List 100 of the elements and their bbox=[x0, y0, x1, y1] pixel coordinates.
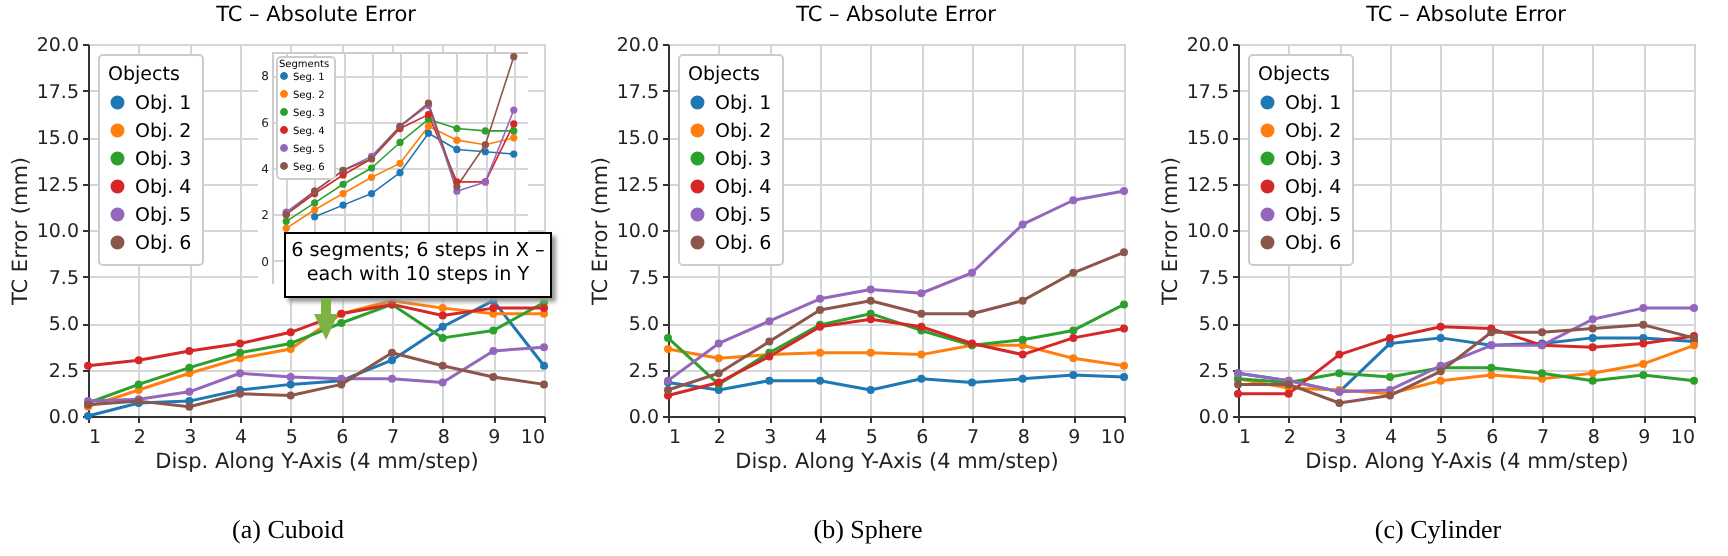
point bbox=[1018, 374, 1027, 383]
point bbox=[1284, 389, 1293, 398]
y-tick-label: 12.5 bbox=[616, 174, 659, 197]
point bbox=[510, 127, 518, 135]
point bbox=[396, 169, 404, 177]
x-tick-label: 1 bbox=[1239, 427, 1252, 449]
point bbox=[84, 361, 92, 370]
point bbox=[1120, 324, 1128, 333]
point bbox=[311, 199, 319, 207]
point bbox=[489, 326, 498, 335]
y-tick-label: 10.0 bbox=[616, 221, 659, 243]
point bbox=[286, 339, 295, 348]
y-tick-label: 7.5 bbox=[48, 267, 79, 290]
x-axis-title: Disp. Along Y-Axis (4 mm/step) bbox=[1305, 450, 1629, 474]
x-tick-label: 6 bbox=[1486, 427, 1499, 449]
point bbox=[185, 346, 194, 355]
legend-label: Obj. 1 bbox=[1285, 92, 1342, 115]
y-tick-label: 17.5 bbox=[36, 81, 79, 104]
point bbox=[510, 120, 518, 128]
legend-label: Obj. 5 bbox=[715, 204, 772, 227]
point bbox=[396, 159, 404, 167]
point bbox=[917, 309, 926, 318]
x-tick-label: 7 bbox=[1536, 427, 1550, 449]
point bbox=[185, 363, 194, 372]
point bbox=[1069, 354, 1078, 363]
y-tick-label: 12.5 bbox=[1186, 174, 1229, 197]
point bbox=[134, 380, 143, 389]
point bbox=[337, 319, 346, 327]
x-axis-title: Disp. Along Y-Axis (4 mm/step) bbox=[735, 450, 1059, 474]
point bbox=[968, 378, 976, 387]
point bbox=[917, 289, 926, 298]
x-tick-label: 2 bbox=[133, 427, 146, 449]
y-tick-label: 5.0 bbox=[628, 314, 659, 336]
point bbox=[714, 369, 723, 378]
point bbox=[286, 328, 295, 337]
point bbox=[438, 304, 447, 313]
point bbox=[396, 138, 404, 147]
y-tick-label: 20.0 bbox=[36, 35, 79, 57]
point bbox=[286, 372, 295, 381]
x-tick-label: 9 bbox=[1068, 427, 1081, 449]
point bbox=[438, 311, 447, 320]
point bbox=[866, 315, 875, 324]
legend-label: Obj. 4 bbox=[715, 176, 772, 199]
point bbox=[765, 376, 774, 385]
legend-title: Objects bbox=[108, 64, 180, 86]
point bbox=[1538, 328, 1546, 337]
point bbox=[367, 189, 376, 198]
legend-title: Objects bbox=[688, 64, 760, 86]
legend-label: Obj. 5 bbox=[1285, 204, 1342, 227]
point bbox=[453, 124, 461, 133]
point bbox=[311, 206, 319, 214]
point bbox=[1234, 380, 1242, 389]
point bbox=[1487, 371, 1496, 380]
y-tick-label: 2.5 bbox=[1198, 360, 1229, 383]
x-tick-label: 1 bbox=[89, 427, 102, 449]
x-tick-label: 8 bbox=[1017, 427, 1030, 449]
point bbox=[714, 339, 723, 348]
point bbox=[453, 182, 461, 191]
point bbox=[968, 309, 976, 318]
point bbox=[1639, 320, 1648, 329]
x-tick-label: 2 bbox=[713, 427, 726, 449]
point bbox=[481, 127, 489, 135]
y-tick-label: 5.0 bbox=[48, 314, 79, 336]
point bbox=[1639, 339, 1648, 348]
point bbox=[282, 217, 290, 225]
point bbox=[286, 380, 295, 389]
x-tick-label: 7 bbox=[966, 427, 980, 449]
x-tick-label: 10 bbox=[1670, 427, 1695, 449]
point bbox=[236, 348, 244, 357]
text: (a) Cuboid bbox=[230, 514, 346, 546]
y-tick-label: 10.0 bbox=[36, 221, 79, 243]
point bbox=[1639, 359, 1648, 368]
x-axis-title: Disp. Along Y-Axis (4 mm/step) bbox=[155, 450, 479, 474]
point bbox=[1588, 315, 1597, 324]
point bbox=[866, 385, 875, 394]
point bbox=[489, 346, 498, 355]
x-tick-label: 4 bbox=[814, 427, 828, 449]
point bbox=[714, 354, 723, 363]
point bbox=[664, 385, 672, 394]
y-axis-title: TC Error (mm) bbox=[588, 156, 613, 308]
point bbox=[286, 391, 295, 400]
x-tick-label: 4 bbox=[1384, 427, 1398, 449]
y-tick-label: 0.0 bbox=[628, 407, 659, 429]
point bbox=[438, 361, 447, 370]
point bbox=[388, 356, 396, 365]
legend-label: Obj. 3 bbox=[715, 148, 772, 171]
point bbox=[424, 129, 433, 137]
y-axis-title: TC Error (mm) bbox=[8, 156, 33, 308]
point bbox=[367, 173, 376, 181]
point bbox=[510, 53, 518, 61]
point bbox=[481, 148, 489, 156]
point bbox=[1487, 363, 1496, 372]
point bbox=[1018, 350, 1027, 359]
point bbox=[438, 333, 447, 342]
x-tick-label: 4 bbox=[234, 427, 248, 449]
legend-label: Obj. 5 bbox=[135, 204, 192, 227]
point bbox=[282, 224, 290, 232]
point bbox=[866, 285, 875, 294]
annotation: 6 segments; 6 steps in X – each with 10 steps in Y bbox=[284, 232, 552, 298]
point bbox=[968, 268, 976, 277]
